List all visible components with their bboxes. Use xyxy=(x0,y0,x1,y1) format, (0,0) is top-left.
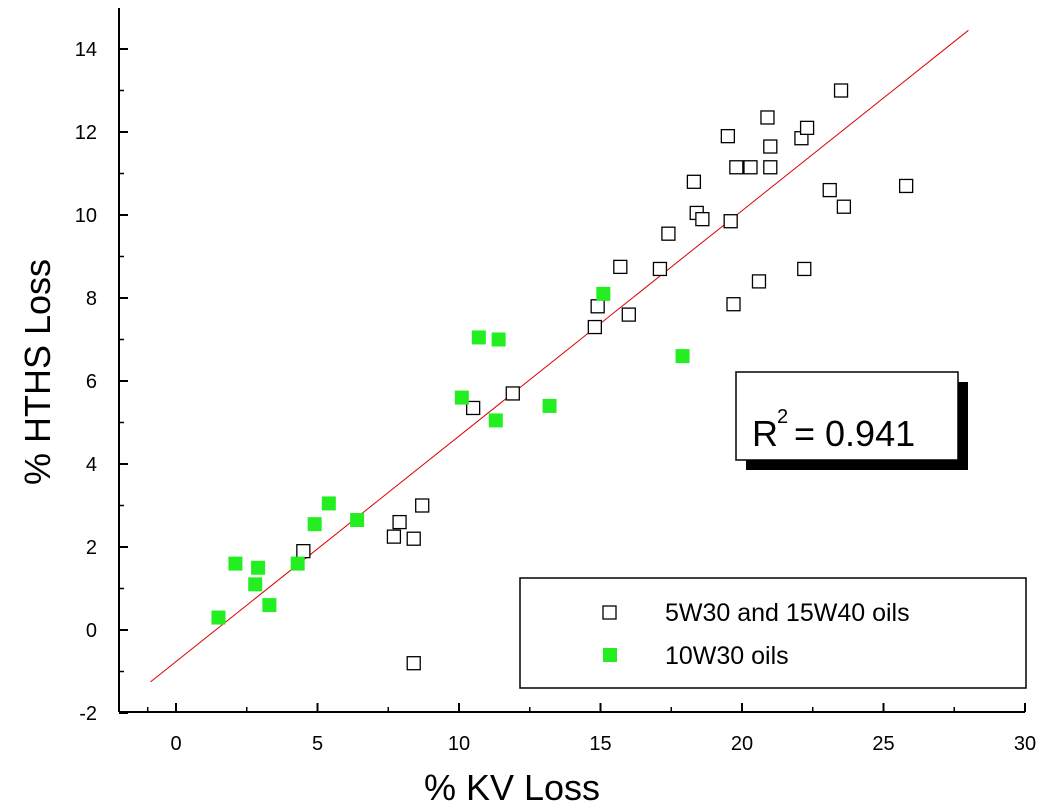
data-point-series-1 xyxy=(833,83,849,98)
data-point-series-2 xyxy=(321,496,336,511)
data-point-series-1 xyxy=(406,531,421,546)
data-points xyxy=(211,83,914,671)
data-point-series-2 xyxy=(307,517,322,532)
y-tick-label: 6 xyxy=(86,371,97,393)
y-tick-label: 10 xyxy=(75,205,97,227)
x-tick-label: 10 xyxy=(448,733,470,755)
x-ticks: 0 5 10 15 20 25 30 xyxy=(146,703,1036,755)
y-tick-label: 14 xyxy=(75,39,97,61)
data-point-series-1 xyxy=(822,182,837,198)
data-point-series-2 xyxy=(471,330,486,345)
y-tick-label: 2 xyxy=(86,537,97,559)
data-point-series-1 xyxy=(726,297,741,312)
data-point-series-2 xyxy=(211,610,226,625)
data-point-series-2 xyxy=(251,560,266,575)
data-point-series-1 xyxy=(386,529,402,544)
data-point-series-2 xyxy=(228,556,243,571)
legend-marker-open-square xyxy=(602,605,617,620)
legend: 5W30 and 15W40 oils 10W30 oils xyxy=(519,577,1027,689)
y-ticks: -2 0 2 4 6 8 10 12 14 xyxy=(75,39,128,725)
data-point-series-1 xyxy=(505,386,520,401)
data-point-series-1 xyxy=(695,211,710,227)
data-point-series-2 xyxy=(491,332,506,347)
r2-superscript: 2 xyxy=(777,406,788,428)
data-point-series-1 xyxy=(799,120,815,135)
legend-box xyxy=(519,577,1027,689)
data-point-series-1 xyxy=(686,174,702,189)
legend-label-series-2: 10W30 oils xyxy=(665,642,789,670)
data-point-series-1 xyxy=(743,160,758,175)
y-tick-label: -2 xyxy=(79,703,97,725)
data-point-series-2 xyxy=(488,413,503,428)
data-point-series-1 xyxy=(406,656,421,671)
x-tick-label: 25 xyxy=(872,733,894,755)
data-point-series-1 xyxy=(763,139,778,154)
y-tick-label: 12 xyxy=(75,122,97,144)
y-tick-label: 8 xyxy=(86,288,97,310)
data-point-series-1 xyxy=(763,160,778,175)
y-axis-title: % HTHS Loss xyxy=(17,259,58,485)
r2-box xyxy=(735,371,959,461)
data-point-series-2 xyxy=(454,390,469,405)
data-point-series-2 xyxy=(596,286,611,301)
x-tick-label: 30 xyxy=(1014,733,1036,755)
data-point-series-1 xyxy=(723,214,738,229)
data-point-series-1 xyxy=(729,160,744,175)
fit-line xyxy=(150,29,969,683)
legend-marker-filled-square xyxy=(603,648,617,662)
y-tick-label: 0 xyxy=(86,620,97,642)
axes xyxy=(118,8,1025,713)
data-point-series-1 xyxy=(898,178,914,194)
data-point-series-2 xyxy=(675,349,690,364)
data-point-series-2 xyxy=(262,598,277,613)
data-point-series-1 xyxy=(613,259,628,275)
data-point-series-2 xyxy=(542,398,557,413)
x-tick-label: 20 xyxy=(731,733,753,755)
x-tick-label: 15 xyxy=(589,733,611,755)
data-point-series-1 xyxy=(590,299,605,314)
data-point-series-1 xyxy=(836,199,852,214)
r2-value: = 0.941 xyxy=(784,413,915,454)
data-point-series-1 xyxy=(720,128,735,144)
legend-label-series-1: 5W30 and 15W40 oils xyxy=(665,599,910,627)
data-point-series-1 xyxy=(587,319,602,335)
data-point-series-1 xyxy=(621,307,636,322)
data-point-series-1 xyxy=(392,514,407,530)
x-tick-label: 0 xyxy=(170,733,181,755)
r2-annotation-box: R 2 = 0.941 xyxy=(735,371,968,470)
data-point-series-2 xyxy=(248,577,263,592)
y-tick-label: 4 xyxy=(86,454,97,476)
data-point-series-1 xyxy=(797,261,812,277)
x-tick-label: 5 xyxy=(312,733,323,755)
data-point-series-2 xyxy=(350,513,365,528)
data-point-series-1 xyxy=(652,261,668,277)
data-point-series-1 xyxy=(661,226,676,241)
r2-label: R xyxy=(752,413,778,454)
x-axis-title: % KV Loss xyxy=(424,767,600,808)
data-point-series-2 xyxy=(290,556,305,571)
data-point-series-1 xyxy=(465,400,481,416)
data-point-series-1 xyxy=(296,544,311,559)
data-point-series-1 xyxy=(760,110,775,125)
data-point-series-1 xyxy=(415,498,430,513)
data-point-series-1 xyxy=(751,274,767,289)
